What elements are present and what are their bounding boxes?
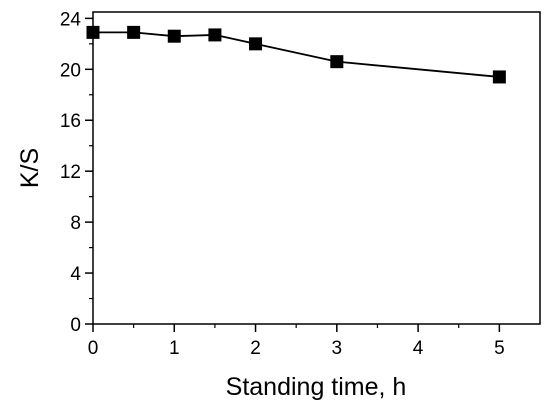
data-point: [330, 55, 344, 69]
plot-frame: [92, 11, 541, 325]
x-tick-label: 5: [494, 338, 505, 359]
x-tick-label: 1: [169, 338, 180, 359]
y-tick-label: 8: [70, 213, 81, 234]
data-point: [208, 28, 222, 42]
y-tick-label: 4: [70, 264, 81, 285]
y-tick-label: 0: [70, 315, 81, 336]
y-tick-label: 12: [60, 162, 81, 183]
y-tick-label: 20: [60, 60, 81, 81]
data-point: [127, 25, 141, 39]
y-tick-label: 16: [60, 111, 81, 132]
y-axis-title: K/S: [16, 148, 44, 188]
data-point: [492, 70, 506, 84]
x-axis-title: Standing time, h: [226, 373, 407, 401]
x-tick-label: 2: [250, 338, 261, 359]
x-tick-label: 4: [413, 338, 424, 359]
y-tick-label: 24: [60, 9, 82, 30]
x-tick-label: 0: [88, 338, 99, 359]
data-point: [167, 29, 181, 43]
x-tick-label: 3: [332, 338, 343, 359]
data-point: [249, 37, 263, 51]
series-line: [93, 31, 500, 78]
data-point: [86, 25, 100, 39]
tick-marks: [85, 17, 501, 332]
series-layer: [86, 25, 506, 84]
